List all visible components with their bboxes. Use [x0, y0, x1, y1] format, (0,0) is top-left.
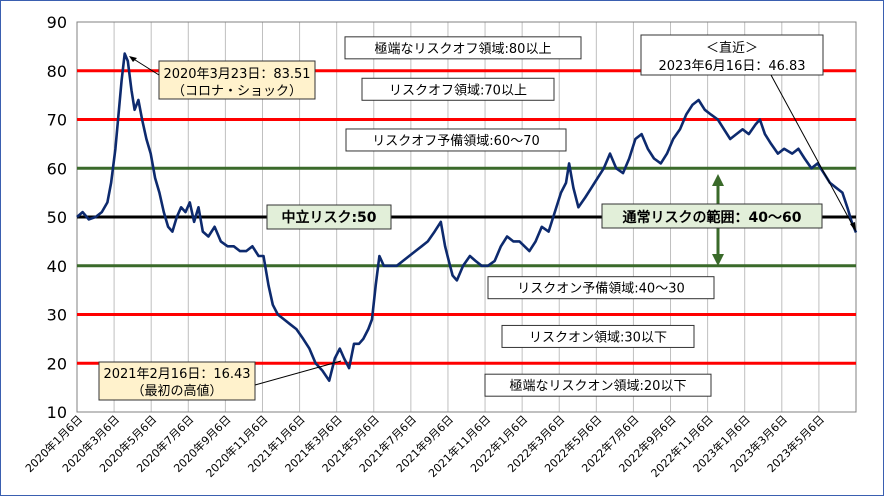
y-tick-label: 40: [47, 257, 67, 276]
band-label-text: リスクオフ領域:70以上: [389, 82, 527, 98]
band-label-text: リスクオン領域:30以下: [529, 329, 667, 345]
band-label-box: [266, 204, 392, 230]
covid-callout-line2: （コロナ・ショック）: [172, 84, 302, 99]
band-label-box: [344, 36, 582, 60]
low-callout-line1: 2021年2月16日：16.43: [103, 367, 250, 382]
y-tick-label: 30: [47, 306, 67, 325]
x-tick-label: 2020年11月6日: [203, 412, 271, 480]
y-tick-label: 10: [47, 403, 67, 422]
y-axis: 10 20 30 40 50 60 70 80 90: [47, 13, 67, 422]
band-label-text: 極端なリスクオフ領域:80以上: [375, 41, 552, 57]
band-label-box: [484, 373, 712, 397]
series-line: [76, 52, 858, 382]
normal-range-label: 通常リスクの範囲：40～60: [623, 209, 802, 226]
y-tick-label: 50: [47, 208, 67, 227]
band-labels: 極端なリスクオフ領域:80以上リスクオフ領域:70以上リスクオフ予備領域:60～…: [266, 36, 715, 397]
y-tick-label: 20: [47, 354, 67, 373]
latest-callout: ＜直近＞ 2023年6月16日：46.83: [640, 34, 856, 232]
band-label-text: リスクオン予備領域:40～30: [517, 281, 684, 297]
latest-callout-line1: ＜直近＞: [706, 41, 758, 56]
low-callout-line2: （最初の高値）: [131, 383, 222, 399]
x-axis: 2020年1月6日2020年3月6日2020年5月6日2020年7月6日2020…: [22, 412, 827, 480]
y-tick-label: 90: [47, 13, 67, 32]
x-tick-label: 2022年11月6日: [648, 412, 716, 480]
latest-callout-line2: 2023年6月16日：46.83: [658, 59, 805, 74]
covid-callout-line1: 2020年3月23日：83.51: [163, 67, 310, 82]
y-tick-label: 80: [47, 62, 67, 81]
band-label-text: 中立リスク:50: [281, 209, 376, 226]
low-callout: 2021年2月16日：16.43 （最初の高値）: [98, 360, 342, 401]
x-tick-label: 2021年11月6日: [425, 412, 493, 480]
band-label-box: [501, 324, 695, 348]
band-label-text: 極端なリスクオン領域:20以下: [510, 378, 687, 394]
y-tick-label: 60: [47, 159, 67, 178]
band-label-box: [361, 77, 555, 101]
band-label-text: リスクオフ予備領域:60～70: [372, 133, 539, 149]
covid-callout: 2020年3月23日：83.51 （コロナ・ショック）: [129, 56, 316, 100]
y-tick-label: 70: [47, 111, 67, 130]
band-label-box: [487, 276, 715, 300]
normal-range-marker: 通常リスクの範囲：40～60: [601, 174, 823, 266]
band-label-box: [345, 128, 567, 152]
